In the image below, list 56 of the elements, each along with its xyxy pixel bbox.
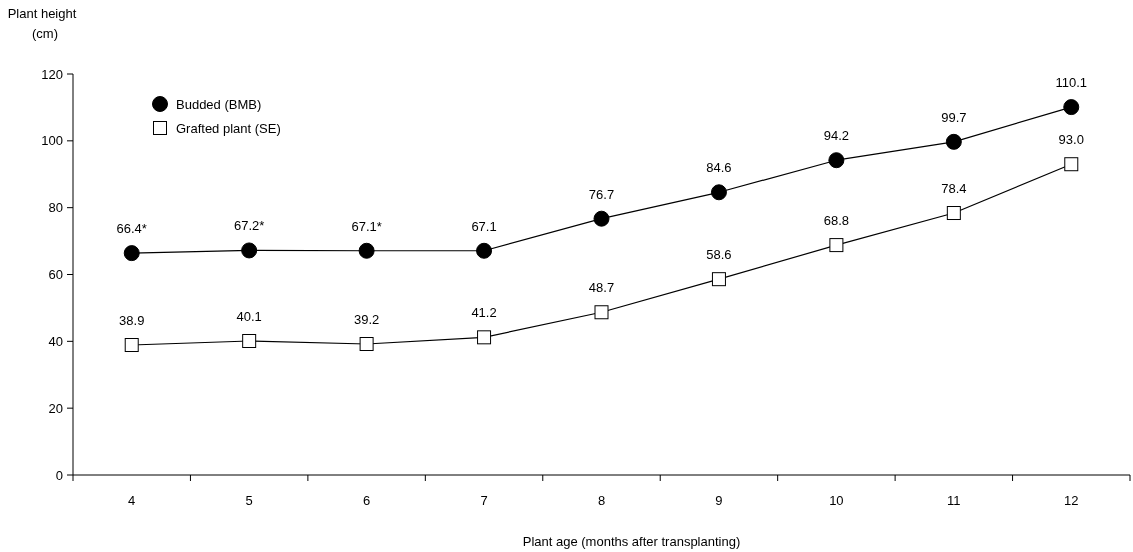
point (477, 330, 492, 345)
point (945, 133, 962, 150)
data-label: 38.9 (119, 313, 145, 329)
y-tick-label: 80 (48, 200, 63, 216)
point (593, 210, 610, 227)
data-label: 66.4* (116, 221, 147, 237)
data-label: 84.6 (706, 160, 732, 176)
legend-label: Grafted plant (SE) (176, 121, 281, 136)
data-label: 67.1 (471, 218, 497, 234)
point (594, 305, 609, 320)
point (946, 206, 961, 221)
data-label: 78.4 (941, 181, 967, 197)
data-label: 93.0 (1058, 132, 1084, 148)
x-tick-label: 11 (947, 493, 961, 508)
point (1064, 157, 1079, 172)
data-label: 39.2 (353, 312, 380, 328)
y-axis-title: Plant height (cm) (7, 6, 77, 41)
point (829, 238, 844, 253)
point (241, 242, 258, 259)
data-label: 67.1* (351, 218, 382, 234)
point (711, 272, 726, 287)
point (1063, 99, 1080, 116)
y-tick-label: 120 (41, 66, 63, 82)
x-tick-label: 12 (1064, 493, 1079, 508)
point (358, 242, 375, 259)
x-tick-label: 10 (829, 493, 844, 508)
point (124, 338, 139, 353)
y-tick-label: 20 (48, 400, 63, 416)
data-label: 40.1 (236, 309, 262, 324)
y-tick-label: 40 (48, 333, 63, 349)
point (710, 184, 727, 201)
x-tick-label: 9 (715, 493, 723, 508)
data-label: 94.2 (823, 128, 850, 144)
data-label: 76.7 (588, 186, 615, 202)
data-label: 67.2* (233, 218, 265, 234)
data-label: 58.6 (706, 247, 732, 263)
x-tick-label: 4 (128, 493, 136, 508)
x-tick-label: 5 (245, 493, 253, 508)
legend-label: Budded (BMB) (176, 97, 262, 112)
point (242, 334, 257, 348)
x-tick-label: 6 (362, 493, 371, 508)
y-tick-label: 60 (48, 267, 63, 282)
point (828, 152, 845, 169)
x-tick-label: 7 (480, 493, 488, 508)
data-label: 99.7 (941, 109, 967, 125)
point (123, 245, 140, 262)
data-label: 48.7 (588, 280, 615, 296)
x-tick-label: 8 (597, 493, 606, 508)
x-axis-title: Plant age (months after transplanting) (522, 534, 741, 549)
point (476, 242, 493, 259)
y-tick-label: 0 (55, 467, 63, 483)
data-label: 41.2 (471, 305, 497, 321)
data-label: 68.8 (823, 213, 850, 229)
data-label: 110.1 (1055, 75, 1088, 91)
y-tick-label: 100 (41, 133, 63, 149)
point (359, 337, 374, 352)
